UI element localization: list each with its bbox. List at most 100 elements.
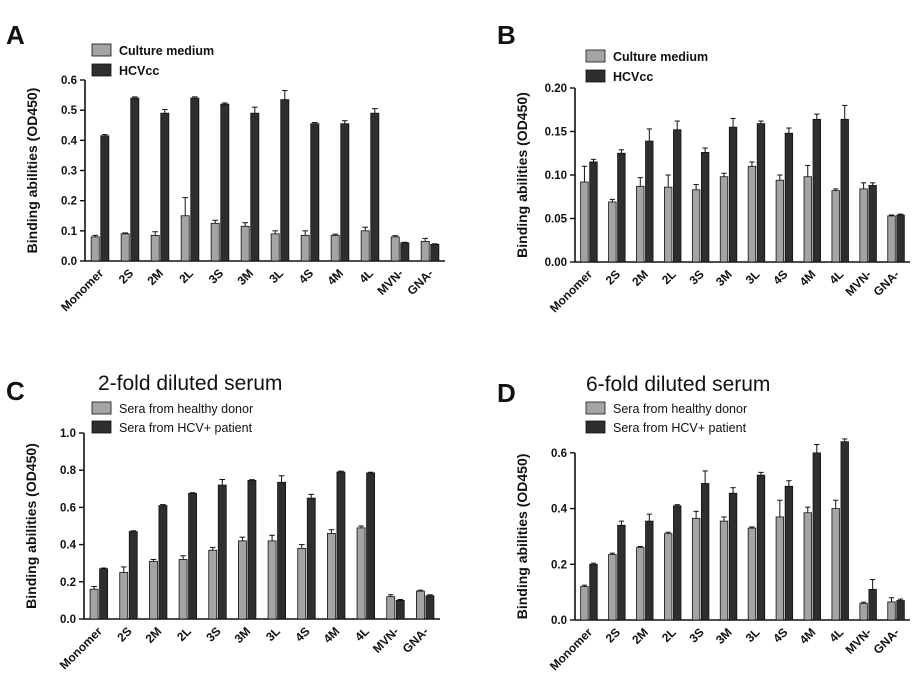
- legend-swatch: [585, 69, 606, 83]
- bar-light: [90, 236, 100, 262]
- legend-swatch: [585, 420, 606, 434]
- legend-swatch: [91, 43, 112, 57]
- bar-light: [580, 586, 589, 621]
- bar-dark: [784, 132, 794, 263]
- bar-dark: [645, 140, 654, 263]
- bar-dark: [700, 483, 710, 621]
- y-tick-label: 0.0: [551, 615, 567, 627]
- bar-light: [327, 533, 336, 620]
- bar-dark: [617, 524, 626, 621]
- bar-dark: [812, 452, 821, 621]
- bar-light: [691, 189, 701, 263]
- bar-light: [747, 165, 757, 263]
- y-tick-label: 0.4: [60, 540, 77, 552]
- legend: Culture medium HCVcc: [585, 49, 708, 84]
- legend-label: HCVcc: [119, 64, 159, 78]
- bar-light: [775, 516, 785, 621]
- x-tick-label: 4L: [827, 625, 847, 645]
- x-tick-label: 3L: [266, 266, 286, 286]
- x-tick-label: 3M: [234, 266, 256, 288]
- x-tick-label: Monomer: [547, 267, 595, 315]
- x-tick-label: 2L: [659, 267, 679, 287]
- panel-b: B 0.00 0.05 0.10 0.15 0.20 Binding abilities (…: [497, 20, 910, 315]
- bar-dark: [400, 242, 410, 262]
- bar-dark: [700, 151, 710, 263]
- bar-dark: [868, 588, 877, 621]
- bar-light: [208, 549, 218, 620]
- bar-dark: [673, 129, 682, 263]
- bar-light: [859, 188, 868, 263]
- bar-light: [356, 527, 366, 620]
- x-tick-label: 4M: [321, 624, 343, 646]
- x-tick-label: GNA-: [871, 267, 903, 299]
- x-tick-label: GNA-: [871, 625, 903, 657]
- bar-dark: [840, 441, 849, 621]
- x-tick-label: 2M: [629, 625, 651, 647]
- x-tick-label: 4L: [827, 267, 847, 287]
- x-tick-label: 3S: [686, 267, 706, 287]
- bar-light: [831, 190, 840, 263]
- x-tick-label: 4M: [797, 267, 819, 289]
- bar-light: [803, 512, 812, 621]
- x-tick-label: 2M: [629, 267, 651, 289]
- bar-light: [240, 225, 250, 262]
- y-tick-label: 0.2: [61, 196, 77, 208]
- legend-swatch: [91, 401, 112, 415]
- x-tick-label: 3M: [713, 625, 735, 647]
- bar-light: [580, 181, 589, 263]
- bar-dark: [395, 600, 405, 620]
- bar-dark: [277, 481, 286, 620]
- bar-light: [270, 233, 280, 262]
- legend: Sera from healthy donor Sera from HCV+ pa…: [91, 401, 253, 435]
- panel-d: D 6-fold diluted serum 0.0 0.2 0.4 0.6 Binding…: [497, 373, 910, 673]
- x-tick-label: 2S: [116, 266, 136, 286]
- y-axis-title: Binding abilities (OD450): [24, 88, 40, 254]
- x-tick-label: Monomer: [547, 625, 595, 673]
- y-tick-label: 0.15: [545, 127, 568, 139]
- bar-dark: [100, 135, 110, 262]
- y-tick-label: 0.2: [551, 559, 567, 571]
- bar-dark: [896, 600, 905, 621]
- bar-dark: [217, 484, 227, 620]
- bar-dark: [310, 123, 320, 262]
- bar-dark: [130, 97, 140, 262]
- legend-swatch: [91, 420, 112, 434]
- bar-dark: [896, 214, 905, 263]
- bar-dark: [160, 112, 170, 262]
- legend-label: Sera from healthy donor: [613, 402, 747, 416]
- y-tick-label: 0.1: [61, 226, 78, 238]
- y-tick-label: 0.00: [545, 257, 567, 269]
- legend-swatch: [585, 49, 606, 63]
- bar-light: [831, 508, 840, 621]
- x-tick-label: 4L: [356, 266, 376, 286]
- bar-light: [89, 588, 99, 620]
- bar-dark: [812, 118, 821, 263]
- bar-light: [297, 547, 307, 620]
- y-tick-label: 0.4: [61, 135, 78, 147]
- bar-light: [390, 236, 400, 262]
- panel-c: C 2-fold diluted serum 0.0 0.2 0.4 0.6 0.8 1.0 B…: [6, 372, 440, 672]
- bar-dark: [306, 497, 316, 620]
- bar-dark: [280, 99, 290, 262]
- x-tick-label: Monomer: [58, 266, 106, 314]
- bar-dark: [645, 520, 654, 621]
- bar-light: [178, 559, 188, 620]
- y-axis-title: Binding abilities (OD450): [23, 443, 39, 609]
- bar-light: [747, 527, 757, 621]
- x-tick-label: 4S: [770, 267, 790, 287]
- y-tick-label: 0.6: [60, 502, 76, 514]
- bar-light: [859, 602, 868, 621]
- bar-light: [330, 234, 340, 262]
- bar-light: [664, 533, 673, 621]
- bar-light: [420, 240, 430, 262]
- y-tick-label: 0.05: [545, 214, 568, 226]
- bar-dark: [868, 185, 877, 263]
- bar-dark: [728, 492, 738, 621]
- x-tick-label: 3L: [743, 267, 763, 287]
- bar-light: [300, 234, 310, 262]
- bar-dark: [336, 471, 346, 620]
- y-tick-label: 0.4: [551, 504, 568, 516]
- panel-title: 6-fold diluted serum: [586, 373, 770, 396]
- bar-light: [691, 517, 701, 621]
- legend: Culture medium HCVcc: [91, 43, 214, 78]
